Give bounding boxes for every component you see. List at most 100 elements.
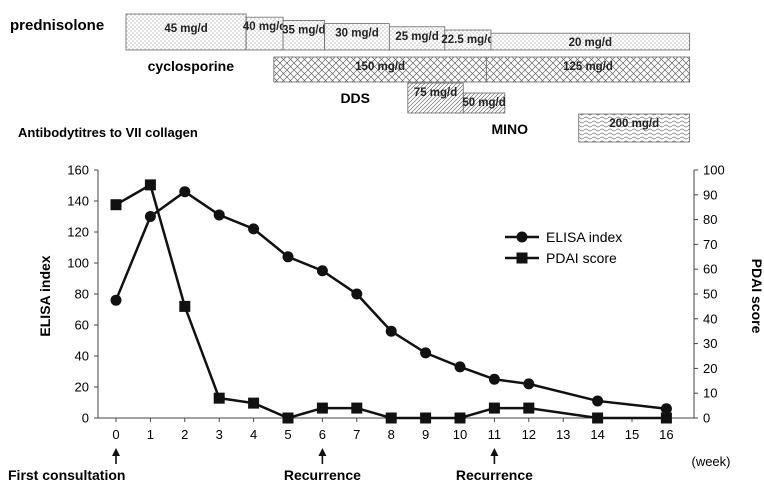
dose-label: 200 mg/d (609, 118, 659, 130)
data-point (316, 402, 328, 414)
data-point (144, 211, 156, 222)
data-point (179, 186, 191, 198)
right-tick-label: 50 (703, 287, 717, 302)
left-tick-label: 100 (67, 256, 89, 271)
data-point (488, 402, 500, 414)
dose-label: 35 mg/d (282, 24, 325, 36)
dose-bar (125, 13, 247, 51)
x-tick-label: 0 (112, 427, 119, 442)
data-point (592, 395, 604, 407)
data-point (248, 223, 260, 235)
left-tick-label: 160 (67, 163, 89, 178)
legend-label: PDAI score (546, 250, 617, 266)
x-tick-label: 9 (422, 427, 429, 442)
x-tick-label: 1 (147, 427, 154, 442)
dose-bar (282, 19, 326, 51)
annotation-label: First consultation (8, 467, 125, 483)
x-axis-unit: (week) (691, 454, 730, 469)
drug-label-cyclosporine: cyclosporine (148, 58, 235, 74)
x-tick-label: 2 (181, 427, 188, 442)
data-point (351, 288, 363, 300)
annotation-arrow-head (490, 448, 499, 456)
data-point (213, 392, 225, 404)
data-point (110, 294, 122, 306)
annotation-arrow-head (112, 448, 120, 456)
right-axis-ticks: 0 10 20 30 40 50 60 70 80 90 100 (694, 163, 725, 426)
x-tick-label: 8 (388, 427, 395, 442)
dose-label: 45 mg/d (164, 23, 207, 35)
legend: ELISA index PDAI score (505, 229, 622, 266)
legend-marker (516, 231, 528, 243)
data-point (248, 397, 260, 409)
data-point (110, 199, 122, 211)
antibody-section-label: Antibodytitres to VII collagen (18, 125, 198, 140)
drug-label-mino: MINO (491, 121, 528, 137)
dose-label: 25 mg/d (395, 31, 438, 43)
right-axis-label: PDAI score (749, 259, 764, 334)
data-point (523, 378, 535, 390)
timeline-row-mino: MINO 200 mg/d (491, 113, 691, 143)
timeline-row-prednisolone: prednisolone 45 mg/d 40 mg/d35 mg/d 30 mg/d… (10, 13, 691, 51)
dose-label: 50 mg/d (462, 97, 505, 109)
timeline-row-cyclosporine: cyclosporine 150 mg/d 125 mg/d (148, 56, 691, 83)
dose-bar (245, 16, 284, 51)
left-tick-label: 20 (75, 380, 89, 395)
dose-label: 125 mg/d (563, 61, 613, 73)
right-tick-label: 80 (703, 212, 717, 227)
left-tick-label: 120 (67, 225, 89, 240)
timeline-row-dds: DDS 75 mg/d 50 mg/d (340, 82, 506, 114)
data-point (179, 300, 191, 312)
dose-bar (578, 113, 691, 143)
data-point (351, 402, 363, 414)
x-tick-label: 4 (250, 427, 257, 442)
annotations: First consultation Recurrence Recurrence (8, 448, 533, 483)
data-point (660, 403, 672, 415)
data-point (660, 412, 672, 424)
right-tick-label: 30 (703, 336, 717, 351)
annotation-arrow-head (318, 448, 327, 456)
right-tick-label: 60 (703, 262, 717, 277)
left-axis-ticks: 0 20 40 60 80 100 120 140 160 (67, 163, 98, 426)
dose-bar (273, 56, 487, 83)
right-tick-label: 70 (703, 237, 717, 252)
series-line (115, 182, 667, 420)
series-layer (110, 179, 672, 424)
dose-label: 75 mg/d (414, 87, 457, 99)
x-tick-label: 10 (453, 427, 467, 442)
data-point (385, 325, 397, 337)
dose-label: 40 mg/d (243, 21, 286, 33)
data-point (282, 412, 294, 424)
series-pdai-score (110, 179, 672, 424)
data-point (213, 209, 225, 221)
legend-marker (516, 252, 528, 264)
dose-label: 22.5 mg/d (441, 34, 494, 46)
series-elisa-index (110, 186, 672, 415)
data-point (420, 347, 432, 359)
left-tick-label: 0 (82, 411, 89, 426)
x-tick-label: 12 (522, 427, 536, 442)
data-point (420, 412, 432, 424)
drug-label-dds: DDS (340, 90, 370, 106)
dose-bar (407, 82, 464, 114)
x-tick-label: 3 (216, 427, 223, 442)
dose-label: 20 mg/d (569, 37, 612, 49)
annotation-label: Recurrence (284, 467, 361, 483)
dose-bar (462, 92, 506, 114)
data-point (592, 412, 604, 424)
data-point (144, 179, 156, 191)
right-tick-label: 40 (703, 311, 717, 326)
x-tick-label: 7 (353, 427, 360, 442)
x-tick-label: 5 (284, 427, 291, 442)
right-tick-label: 0 (703, 411, 710, 426)
chart-axes (97, 170, 695, 419)
data-point (454, 412, 466, 424)
right-tick-label: 20 (703, 361, 717, 376)
left-axis-label: ELISA index (37, 255, 53, 336)
dose-bar (490, 32, 691, 51)
data-point (385, 412, 397, 424)
legend-label: ELISA index (546, 229, 622, 245)
x-tick-label: 16 (659, 427, 673, 442)
left-tick-label: 140 (67, 194, 89, 209)
